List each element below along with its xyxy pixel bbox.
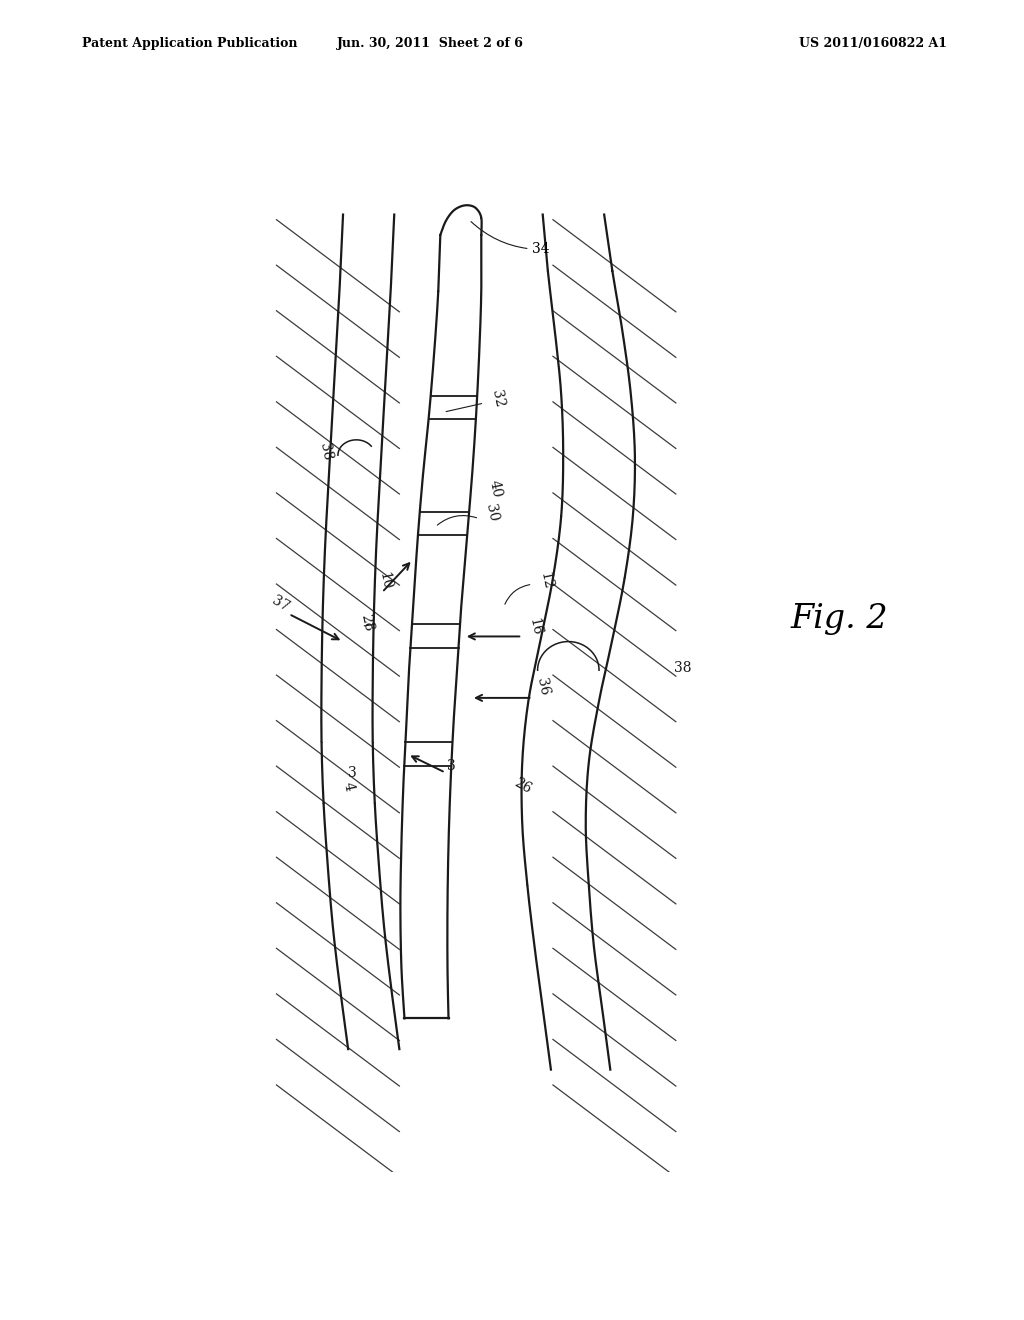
Text: 28: 28 — [358, 612, 376, 632]
Text: 10: 10 — [377, 572, 394, 591]
Text: 38: 38 — [317, 441, 335, 461]
Text: 12: 12 — [538, 572, 555, 591]
Text: Jun. 30, 2011  Sheet 2 of 6: Jun. 30, 2011 Sheet 2 of 6 — [337, 37, 523, 50]
Text: 4: 4 — [341, 780, 356, 792]
Text: 40: 40 — [486, 479, 504, 499]
Text: Fig. 2: Fig. 2 — [791, 603, 889, 635]
Text: 3: 3 — [447, 759, 457, 772]
Text: 32: 32 — [489, 389, 507, 409]
Text: 30: 30 — [483, 503, 501, 523]
Text: Patent Application Publication: Patent Application Publication — [82, 37, 297, 50]
Text: 38: 38 — [674, 661, 691, 676]
Text: 36: 36 — [535, 677, 552, 697]
Text: 3: 3 — [348, 766, 357, 780]
Text: 16: 16 — [526, 616, 544, 636]
Text: 26: 26 — [512, 775, 535, 796]
Text: 34: 34 — [471, 222, 550, 256]
Text: US 2011/0160822 A1: US 2011/0160822 A1 — [799, 37, 947, 50]
Text: 37: 37 — [269, 594, 292, 615]
